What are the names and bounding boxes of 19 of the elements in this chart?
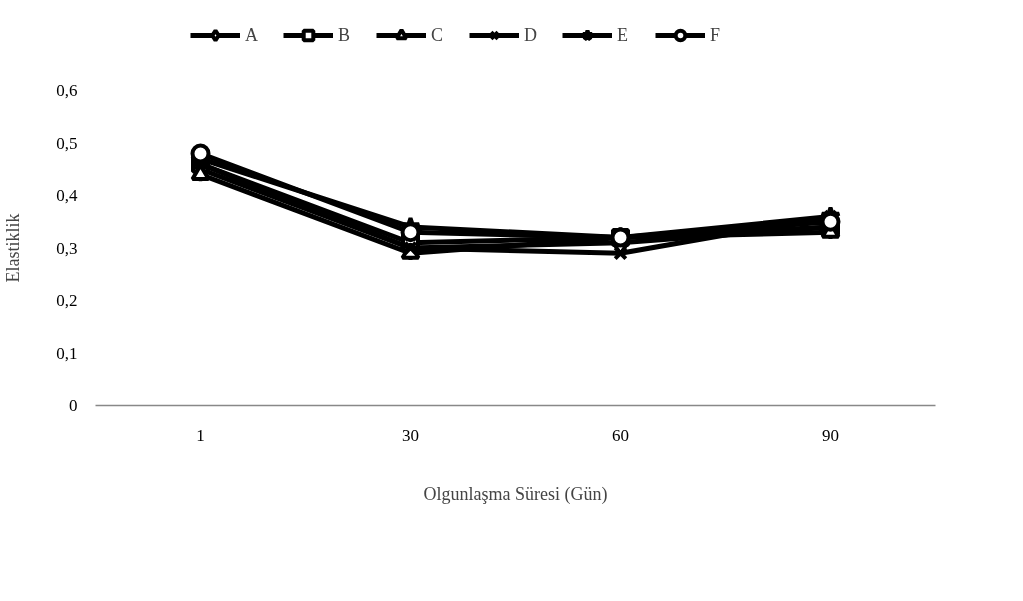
x-tick-label: 60 [612, 425, 629, 445]
y-tick-label: 0 [69, 396, 78, 415]
x-tick-label: 90 [822, 425, 839, 445]
legend-label: F [709, 24, 721, 46]
legend-label: D [523, 24, 538, 46]
x-axis-title: Olgunlaşma Süresi (Gün) [423, 483, 608, 505]
legend-label: A [244, 24, 259, 46]
x-tick-label: 30 [402, 425, 419, 445]
y-tick-label: 0,1 [56, 343, 78, 363]
x-tick-label: 1 [196, 425, 205, 445]
y-tick-label: 0,3 [56, 238, 78, 258]
legend-label: E [616, 24, 629, 46]
y-tick-label: 0,6 [56, 81, 78, 100]
legend-label: C [430, 24, 444, 46]
y-tick-label: 0,5 [56, 133, 78, 153]
legend-label: B [337, 24, 351, 46]
y-axis-title: Elastiklik [3, 213, 24, 283]
y-tick-label: 0,2 [56, 291, 78, 310]
y-tick-label: 0,4 [56, 186, 78, 205]
